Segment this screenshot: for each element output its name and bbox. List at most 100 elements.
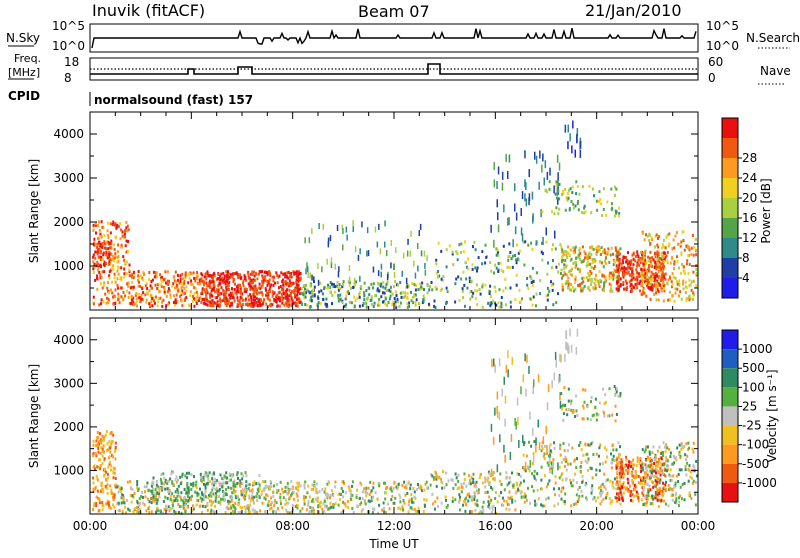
heatmap-cell <box>136 304 138 307</box>
colorbar-tick-label: 100 <box>742 380 765 394</box>
heatmap-cell <box>685 458 687 461</box>
heatmap-cell <box>560 272 562 275</box>
heatmap-cell <box>615 419 617 422</box>
heatmap-cell <box>248 274 250 277</box>
heatmap-cell <box>508 503 510 506</box>
heatmap-cell <box>354 304 356 307</box>
heatmap-cell <box>692 298 694 301</box>
heatmap-cell <box>407 292 409 295</box>
heatmap-cell <box>498 224 500 232</box>
heatmap-cell <box>164 270 166 273</box>
heatmap-cell <box>458 243 460 246</box>
colorbar-tick-label: 25 <box>742 399 757 413</box>
heatmap-cell <box>658 499 660 502</box>
heatmap-cell <box>587 272 589 275</box>
heatmap-cell <box>234 288 236 291</box>
heatmap-cell <box>636 263 638 266</box>
heatmap-cell <box>611 247 613 250</box>
heatmap-cell <box>426 486 428 489</box>
heatmap-cell <box>274 499 276 502</box>
heatmap-cell <box>522 234 524 242</box>
heatmap-cell <box>249 511 251 514</box>
heatmap-cell <box>609 290 611 293</box>
heatmap-cell <box>685 281 687 284</box>
freq-unit: [MHz] <box>8 66 40 79</box>
nsearch-label: N.Search <box>746 31 800 45</box>
heatmap-cell <box>678 280 680 283</box>
heatmap-cell <box>529 169 531 177</box>
heatmap-cell <box>542 441 544 444</box>
heatmap-cell <box>533 280 535 283</box>
heatmap-cell <box>603 473 605 476</box>
heatmap-cell <box>537 489 539 492</box>
heatmap-cell <box>582 417 584 420</box>
heatmap-cell <box>690 497 692 500</box>
heatmap-cell <box>115 446 117 449</box>
colorbar-swatch <box>722 238 738 258</box>
heatmap-cell <box>290 293 292 296</box>
heatmap-cell <box>387 274 389 280</box>
heatmap-cell <box>92 477 94 480</box>
heatmap-cell <box>691 477 693 480</box>
heatmap-cell <box>648 490 650 493</box>
heatmap-cell <box>323 287 325 290</box>
heatmap-cell <box>108 253 110 256</box>
heatmap-cell <box>137 489 139 492</box>
heatmap-cell <box>457 275 459 278</box>
heatmap-cell <box>472 268 474 271</box>
heatmap-cell <box>559 163 561 171</box>
heatmap-cell <box>397 298 399 301</box>
heatmap-cell <box>564 500 566 503</box>
heatmap-cell <box>652 279 654 282</box>
heatmap-cell <box>643 256 645 259</box>
heatmap-cell <box>511 501 513 504</box>
heatmap-cell <box>545 160 547 168</box>
heatmap-cell <box>662 451 664 454</box>
heatmap-cell <box>134 492 136 495</box>
heatmap-cell <box>417 266 419 272</box>
heatmap-cell <box>614 459 616 462</box>
heatmap-cell <box>669 487 671 490</box>
heatmap-cell <box>390 498 392 501</box>
heatmap-cell <box>448 479 450 482</box>
heatmap-cell <box>272 290 274 293</box>
heatmap-cell <box>122 255 124 258</box>
heatmap-cell <box>603 208 605 211</box>
heatmap-cell <box>665 503 667 506</box>
heatmap-cell <box>658 505 660 508</box>
heatmap-cell <box>557 462 559 470</box>
heatmap-cell <box>395 300 397 303</box>
heatmap-cell <box>223 290 225 293</box>
heatmap-cell <box>559 183 561 186</box>
heatmap-cell <box>655 255 657 258</box>
heatmap-cell <box>673 246 675 249</box>
heatmap-cell <box>566 413 568 416</box>
heatmap-cell <box>524 492 526 495</box>
heatmap-cell <box>610 452 612 455</box>
heatmap-cell <box>549 188 551 191</box>
heatmap-cell <box>105 502 107 505</box>
heatmap-cell <box>373 482 375 485</box>
heatmap-cell <box>419 283 421 286</box>
heatmap-cell <box>171 482 173 485</box>
heatmap-cell <box>665 273 667 276</box>
heatmap-cell <box>666 254 668 257</box>
heatmap-cell <box>391 495 393 498</box>
heatmap-cell <box>120 287 122 290</box>
xtick-label: 08:00 <box>275 519 310 533</box>
heatmap-cell <box>120 490 122 493</box>
heatmap-cell <box>475 503 477 506</box>
heatmap-cell <box>289 289 291 292</box>
heatmap-cell <box>593 267 595 270</box>
heatmap-cell <box>598 249 600 252</box>
heatmap-cell <box>572 286 574 289</box>
heatmap-cell <box>186 472 188 475</box>
heatmap-cell <box>625 456 627 459</box>
heatmap-cell <box>284 490 286 493</box>
heatmap-cell <box>211 493 213 496</box>
heatmap-cell <box>213 272 215 275</box>
heatmap-cell <box>375 227 377 233</box>
heatmap-cell <box>570 402 572 405</box>
heatmap-cell <box>595 398 597 401</box>
freq-tick-top: 18 <box>64 55 79 69</box>
